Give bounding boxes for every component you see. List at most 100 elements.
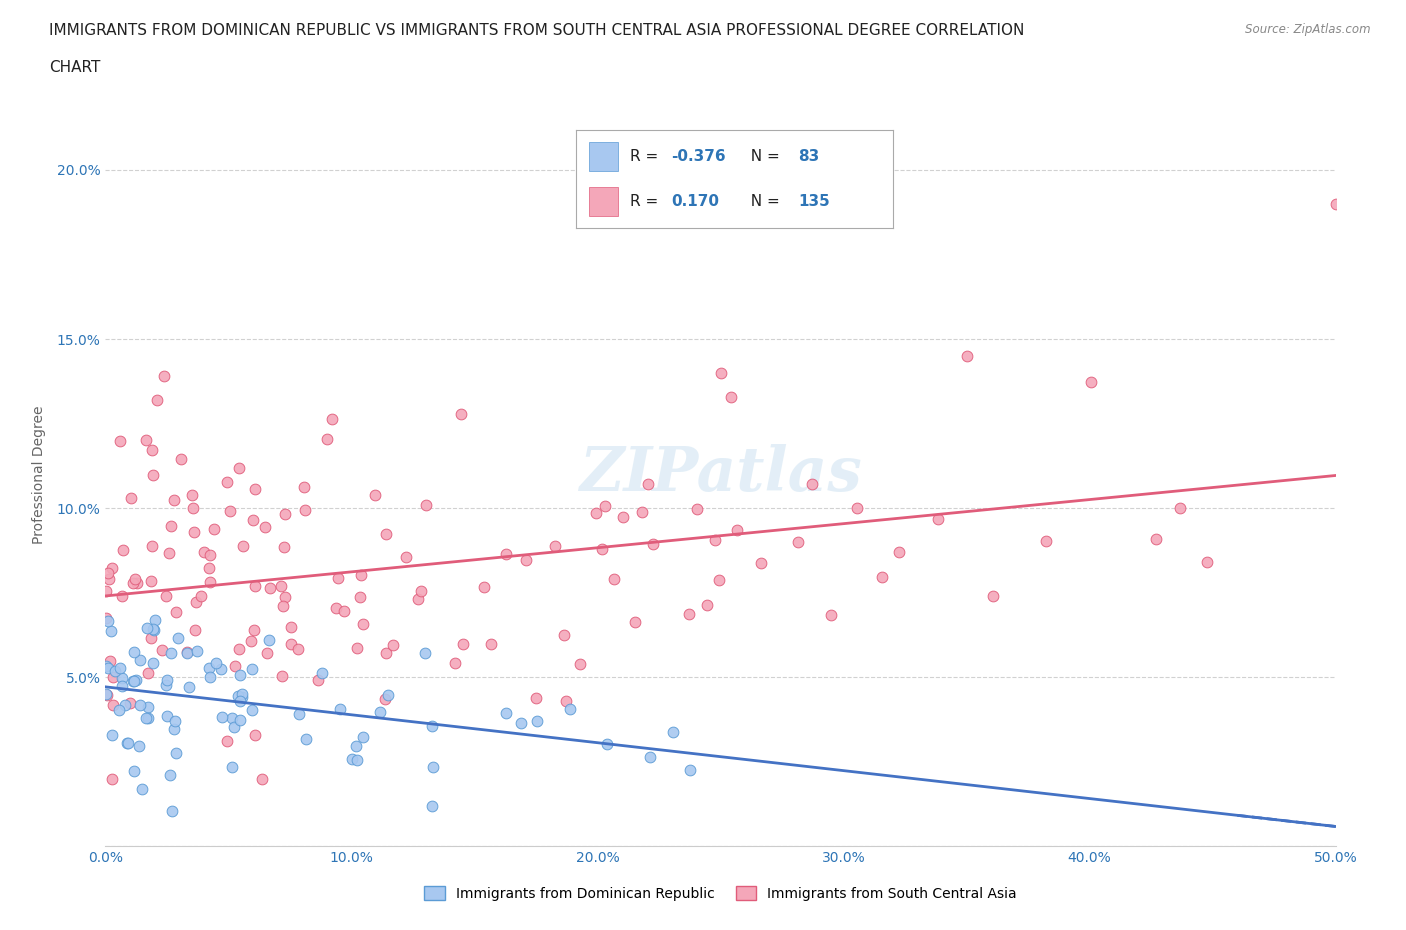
Point — [307, 672, 329, 687]
Point — [211, 710, 233, 724]
Point — [122, 644, 145, 659]
Point — [142, 467, 165, 482]
Text: CHART: CHART — [49, 60, 101, 75]
Point — [786, 535, 808, 550]
Text: R =: R = — [630, 149, 664, 164]
Point — [200, 670, 222, 684]
Point — [344, 738, 367, 753]
Point — [240, 703, 263, 718]
Point — [136, 666, 159, 681]
Point — [481, 636, 503, 651]
Point — [229, 668, 252, 683]
Point — [374, 691, 396, 706]
Point — [228, 642, 250, 657]
Text: N =: N = — [741, 149, 785, 164]
Point — [444, 655, 467, 670]
Point — [624, 614, 647, 629]
Point — [157, 545, 180, 560]
Text: 135: 135 — [799, 194, 830, 209]
Point — [593, 498, 616, 513]
Point — [152, 369, 174, 384]
Point — [128, 738, 150, 753]
Point — [240, 633, 263, 648]
Point — [120, 490, 142, 505]
Point — [637, 476, 659, 491]
Point — [98, 653, 121, 668]
Point — [271, 598, 294, 613]
Point — [101, 561, 124, 576]
Point — [122, 764, 145, 778]
Point — [198, 548, 221, 563]
Point — [638, 750, 661, 764]
FancyBboxPatch shape — [589, 142, 617, 171]
Point — [288, 707, 311, 722]
Point — [274, 590, 297, 604]
Point — [240, 662, 263, 677]
Point — [198, 560, 221, 575]
Point — [242, 622, 264, 637]
Point — [100, 623, 122, 638]
Text: Source: ZipAtlas.com: Source: ZipAtlas.com — [1246, 23, 1371, 36]
Point — [94, 659, 117, 674]
Point — [592, 541, 614, 556]
Point — [243, 578, 266, 593]
Point — [374, 645, 396, 660]
Point — [134, 711, 156, 725]
Point — [558, 702, 581, 717]
Point — [229, 693, 252, 708]
Point — [127, 575, 149, 590]
Point — [94, 611, 117, 626]
Point — [228, 460, 250, 475]
Point — [544, 538, 567, 553]
Point — [242, 512, 264, 527]
Point — [696, 598, 718, 613]
Point — [413, 645, 436, 660]
Point — [221, 711, 243, 725]
Point — [451, 636, 474, 651]
Point — [256, 645, 278, 660]
Point — [108, 703, 131, 718]
Point — [349, 590, 371, 604]
Point — [720, 390, 742, 405]
Point — [97, 566, 120, 581]
Point — [927, 512, 949, 526]
Point — [333, 604, 356, 618]
Point — [160, 804, 183, 818]
Point — [956, 349, 979, 364]
Point — [150, 643, 173, 658]
Point — [346, 752, 368, 767]
Point — [294, 502, 316, 517]
Point — [136, 711, 159, 725]
Point — [271, 669, 294, 684]
Text: 0.170: 0.170 — [672, 194, 720, 209]
Point — [115, 736, 138, 751]
Point — [156, 672, 179, 687]
Point — [1168, 500, 1191, 515]
Point — [472, 580, 495, 595]
Text: R =: R = — [630, 194, 668, 209]
Point — [167, 631, 190, 645]
Point — [381, 637, 404, 652]
Point — [231, 690, 253, 705]
Point — [219, 504, 242, 519]
Point — [364, 488, 387, 503]
Point — [846, 501, 869, 516]
Point — [155, 589, 177, 604]
Point — [108, 433, 131, 448]
Point — [124, 572, 146, 587]
Point — [97, 660, 120, 675]
Point — [450, 406, 472, 421]
Point — [155, 677, 177, 692]
Text: N =: N = — [741, 194, 785, 209]
Point — [142, 622, 165, 637]
Point — [159, 518, 181, 533]
Y-axis label: Professional Degree: Professional Degree — [31, 405, 45, 543]
Point — [139, 631, 162, 645]
Point — [181, 488, 204, 503]
Point — [311, 665, 333, 680]
Point — [1080, 374, 1102, 389]
Point — [243, 728, 266, 743]
Point — [176, 644, 198, 659]
Point — [165, 604, 187, 619]
Point — [353, 729, 375, 744]
